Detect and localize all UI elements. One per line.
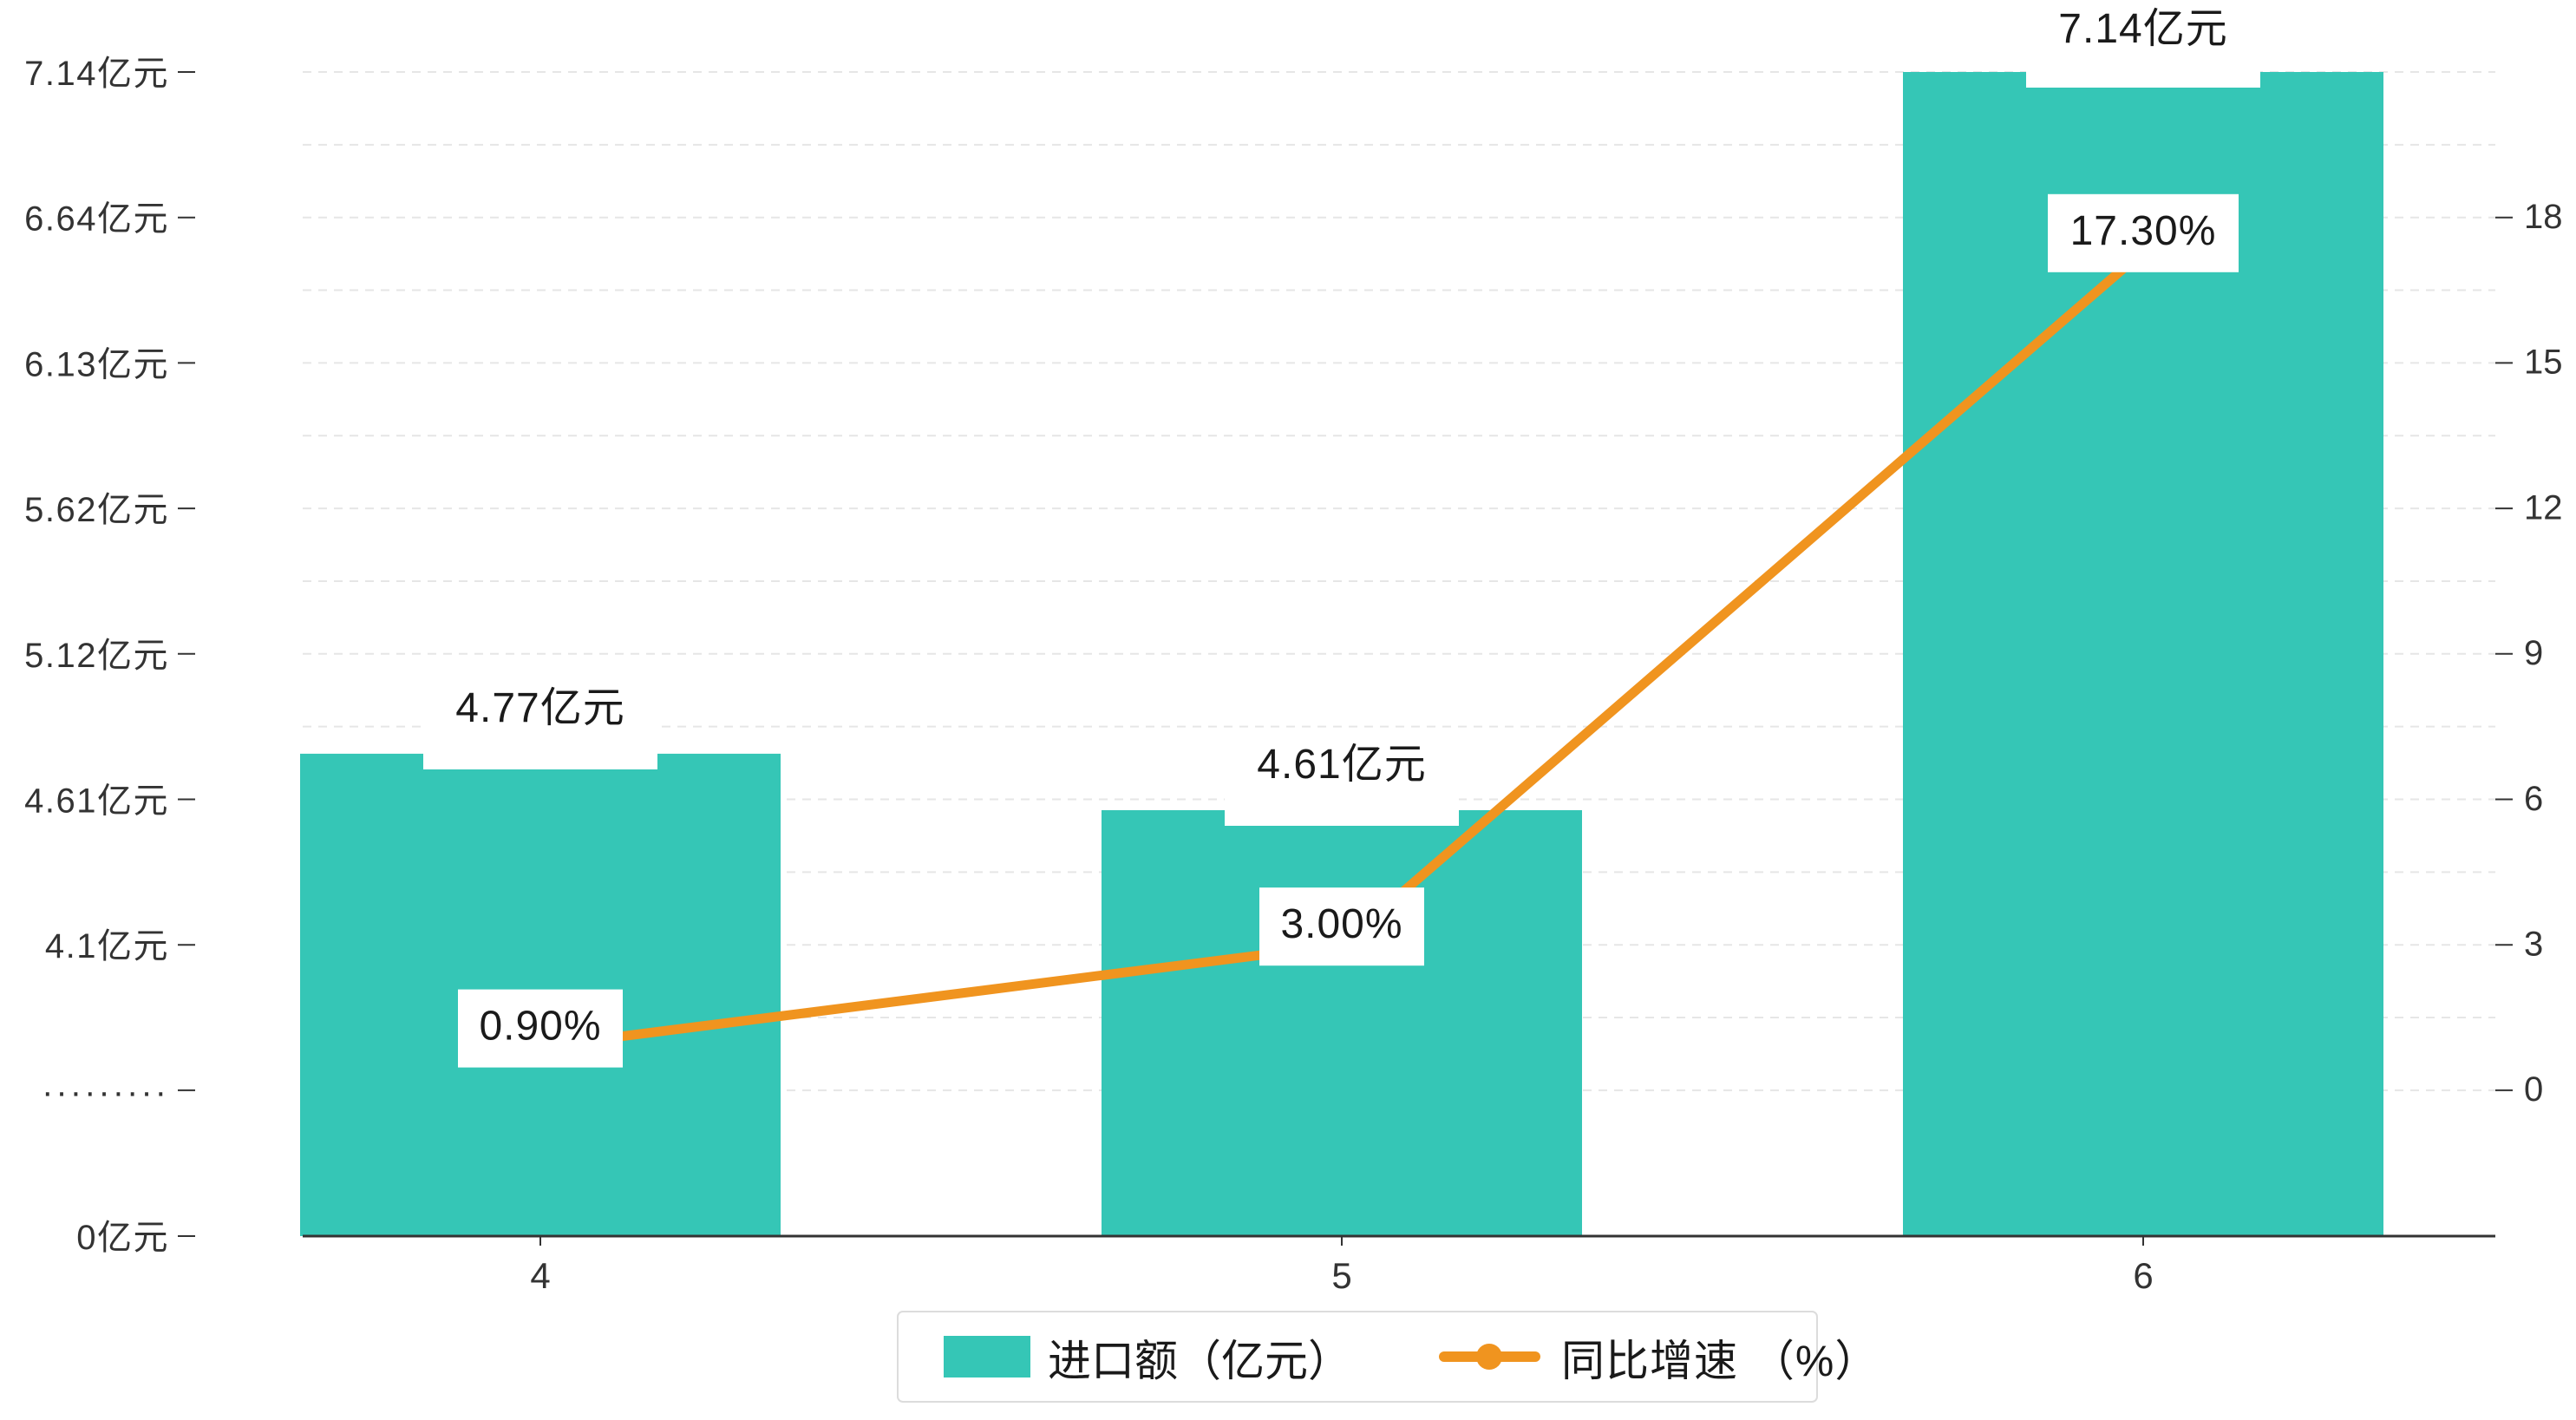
svg-text:0亿元: 0亿元 [76,1219,169,1257]
svg-text:6: 6 [2524,780,2543,818]
svg-text:3.00%: 3.00% [1280,901,1402,947]
svg-text:7.14亿元: 7.14亿元 [24,55,169,93]
svg-text:4: 4 [530,1255,550,1296]
svg-text:15: 15 [2524,344,2563,382]
svg-text:5: 5 [1331,1255,1351,1296]
svg-text:3: 3 [2524,926,2543,964]
svg-text:6.64亿元: 6.64亿元 [24,200,169,239]
svg-text:7.14亿元: 7.14亿元 [2058,6,2227,52]
svg-text:17.30%: 17.30% [2070,208,2217,254]
svg-text:同比增速 （%）: 同比增速 （%） [1561,1337,1879,1385]
svg-text:9: 9 [2524,634,2543,672]
svg-text:4.1亿元: 4.1亿元 [45,927,169,965]
svg-text:6.13亿元: 6.13亿元 [24,345,169,383]
svg-text:进口额（亿元）: 进口额（亿元） [1048,1337,1351,1385]
svg-text:·········: ········· [42,1073,169,1111]
svg-text:4.61亿元: 4.61亿元 [1257,742,1426,788]
svg-text:6: 6 [2133,1255,2153,1296]
svg-text:4.61亿元: 4.61亿元 [24,782,169,821]
svg-text:0: 0 [2524,1070,2543,1109]
svg-text:0.90%: 0.90% [479,1004,601,1050]
svg-text:18: 18 [2524,198,2563,236]
svg-text:5.62亿元: 5.62亿元 [24,491,169,529]
svg-text:4.77亿元: 4.77亿元 [455,685,624,731]
svg-text:5.12亿元: 5.12亿元 [24,637,169,675]
svg-text:12: 12 [2524,488,2563,527]
